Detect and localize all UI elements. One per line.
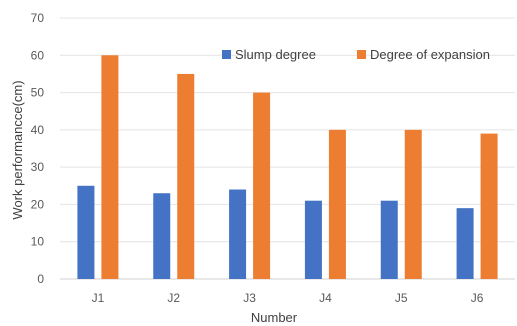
bar-expansion-j2 <box>177 73 195 279</box>
bars <box>77 55 498 280</box>
y-tick-label: 60 <box>31 48 45 62</box>
legend: Slump degree Degree of expansion <box>222 47 490 62</box>
x-tick-label: J1 <box>92 291 105 305</box>
bar-expansion-j6 <box>480 133 498 279</box>
y-tick-label: 40 <box>31 123 45 137</box>
bar-slump-j5 <box>380 200 398 279</box>
bar-expansion-j5 <box>404 129 422 279</box>
legend-swatch-slump <box>222 50 231 59</box>
x-tick-label: J5 <box>395 291 408 305</box>
bar-expansion-j1 <box>101 55 119 280</box>
bar-slump-j2 <box>153 193 171 279</box>
legend-swatch-expansion <box>357 50 366 59</box>
bar-slump-j3 <box>229 189 247 279</box>
y-tick-label: 10 <box>31 235 45 249</box>
x-tick-label: J4 <box>319 291 332 305</box>
x-tick-label: J2 <box>167 291 180 305</box>
x-tick-labels: J1 J2 J3 J4 J5 J6 <box>92 291 484 305</box>
y-tick-label: 50 <box>31 86 45 100</box>
legend-label-slump: Slump degree <box>235 47 316 62</box>
y-axis-title: Work performancce(cm) <box>10 80 25 219</box>
x-axis-title: Number <box>251 310 298 325</box>
legend-label-expansion: Degree of expansion <box>370 47 490 62</box>
x-tick-label: J3 <box>243 291 256 305</box>
y-tick-label: 70 <box>31 11 45 25</box>
bar-slump-j6 <box>456 208 474 279</box>
y-tick-label: 30 <box>31 160 45 174</box>
x-tick-label: J6 <box>471 291 484 305</box>
bar-expansion-j3 <box>253 92 271 279</box>
y-tick-label: 0 <box>37 272 44 286</box>
bar-expansion-j4 <box>328 129 346 279</box>
bar-slump-j1 <box>77 185 95 279</box>
y-tick-labels: 0 10 20 30 40 50 60 70 <box>31 11 45 286</box>
bar-slump-j4 <box>304 200 322 279</box>
gridlines <box>60 17 515 280</box>
y-tick-label: 20 <box>31 197 45 211</box>
